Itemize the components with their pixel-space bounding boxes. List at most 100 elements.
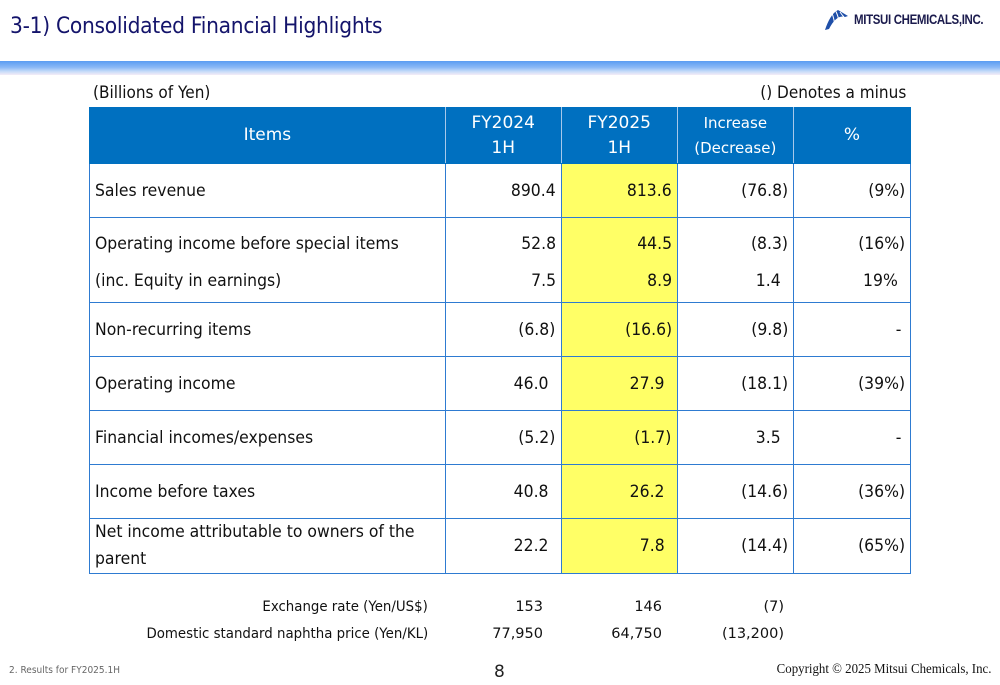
header-fy2024-period: 1H xyxy=(491,137,516,158)
row-change: (8.3) 1.4 xyxy=(676,217,794,303)
row-fy2025: 44.5 8.9 xyxy=(560,217,678,303)
value: 27.9 xyxy=(629,373,665,394)
header-items-label: Items xyxy=(243,125,292,145)
row-change: (18.1) xyxy=(676,356,794,411)
row-change: (9.8) xyxy=(676,302,794,357)
value: (16%) xyxy=(858,234,905,254)
slide-title: 3-1) Consolidated Financial Highlights xyxy=(10,14,383,39)
value: (65%) xyxy=(858,536,905,556)
row-percent: (36%) xyxy=(792,464,912,519)
assumption-fy2025: 146 xyxy=(634,599,662,615)
table-row: Operating income 46.0 27.9 (18.1) (39%) xyxy=(89,356,912,411)
value: (76.8) xyxy=(740,180,788,201)
row-fy2024: (5.2) xyxy=(444,410,562,465)
value: (9%) xyxy=(867,180,905,201)
mitsui-wave-icon xyxy=(824,10,848,30)
value: (16.6) xyxy=(624,319,672,340)
row-fy2024: 40.8 xyxy=(444,464,562,519)
row-item-label: Operating income xyxy=(95,373,236,394)
value: (14.4) xyxy=(740,536,788,556)
table-row: Sales revenue 890.4 813.6 (76.8) (9%) xyxy=(89,163,912,218)
value: (9.8) xyxy=(750,319,788,340)
header-separator xyxy=(0,61,1000,75)
table-row: Income before taxes 40.8 26.2 (14.6) (36… xyxy=(89,464,912,519)
row-item: Operating income xyxy=(89,356,446,411)
logo-text: MITSUI CHEMICALS,INC. xyxy=(853,11,984,27)
value: (5.2) xyxy=(518,427,556,448)
value: (36%) xyxy=(858,481,905,502)
row-fy2025: 7.8 xyxy=(560,518,678,574)
row-fy2025: 27.9 xyxy=(560,356,678,411)
row-percent: - xyxy=(792,410,912,465)
row-item-label: Non-recurring items xyxy=(95,319,252,340)
assumption-label: Exchange rate (Yen/US$) xyxy=(262,599,428,615)
row-item: Net income attributable to owners of the… xyxy=(89,518,446,574)
header-increase-line2: (Decrease) xyxy=(694,138,777,157)
row-fy2024: 22.2 xyxy=(444,518,562,574)
row-percent: (9%) xyxy=(792,163,912,218)
row-change: 3.5 xyxy=(676,410,794,465)
copyright-notice: Copyright © 2025 Mitsui Chemicals, Inc. xyxy=(776,662,991,677)
table-row: Financial incomes/expenses (5.2) (1.7) 3… xyxy=(89,410,912,465)
assumption-label: Domestic standard naphtha price (Yen/KL) xyxy=(146,626,428,642)
value: (8.3) xyxy=(750,234,788,254)
assumption-fy2024: 77,950 xyxy=(492,626,543,642)
table-row: Net income attributable to owners of the… xyxy=(89,518,912,574)
assumption-change: (13,200) xyxy=(721,626,784,642)
header-fy2024-year: FY2024 xyxy=(471,112,535,133)
header-fy2024: FY2024 1H xyxy=(444,107,562,164)
subvalue: 7.5 xyxy=(530,271,556,291)
value: 3.5 xyxy=(755,427,781,448)
row-subitem-label: (inc. Equity in earnings) xyxy=(95,271,282,291)
header-fy2025-period: 1H xyxy=(607,137,632,158)
value: (14.6) xyxy=(740,481,788,502)
row-item: Financial incomes/expenses xyxy=(89,410,446,465)
header-increase-line1: Increase xyxy=(703,113,768,132)
row-fy2024: (6.8) xyxy=(444,302,562,357)
subvalue: 1.4 xyxy=(755,271,781,291)
row-percent: - xyxy=(792,302,912,357)
row-change: (76.8) xyxy=(676,163,794,218)
row-item-label: Operating income before special items xyxy=(95,234,399,254)
row-fy2025: 26.2 xyxy=(560,464,678,519)
row-item: Income before taxes xyxy=(89,464,446,519)
page-number: 8 xyxy=(494,662,505,682)
row-item-label: Net income attributable to owners of the… xyxy=(95,522,415,569)
row-item: Operating income before special items (i… xyxy=(89,217,446,303)
value: (6.8) xyxy=(518,319,556,340)
header-percent: % xyxy=(792,107,912,164)
value: 26.2 xyxy=(629,481,665,502)
value: - xyxy=(895,319,902,340)
value: (39%) xyxy=(858,373,905,394)
row-percent: (39%) xyxy=(792,356,912,411)
assumption-fy2025: 64,750 xyxy=(611,626,662,642)
row-fy2025: 813.6 xyxy=(560,163,678,218)
row-percent: (16%) 19% xyxy=(792,217,912,303)
header-percent-label: % xyxy=(843,125,860,145)
value: 40.8 xyxy=(513,481,549,502)
value: - xyxy=(895,427,902,448)
company-logo: MITSUI CHEMICALS,INC. xyxy=(823,7,992,31)
table-row: Non-recurring items (6.8) (16.6) (9.8) - xyxy=(89,302,912,357)
row-item: Non-recurring items xyxy=(89,302,446,357)
row-change: (14.4) xyxy=(676,518,794,574)
value: 52.8 xyxy=(520,234,556,254)
value: 44.5 xyxy=(636,234,672,254)
value: 22.2 xyxy=(513,536,549,556)
row-fy2025: (1.7) xyxy=(560,410,678,465)
value: 813.6 xyxy=(627,180,672,201)
row-item-label: Financial incomes/expenses xyxy=(95,427,314,448)
row-item-label: Sales revenue xyxy=(95,180,206,201)
subvalue: 19% xyxy=(862,271,898,291)
value: 890.4 xyxy=(510,180,556,201)
table-header-row: Items FY2024 1H FY2025 1H Increase (Decr… xyxy=(89,107,912,164)
units-label: (Billions of Yen) xyxy=(93,83,211,103)
header-fy2025-year: FY2025 xyxy=(587,112,651,133)
assumption-change: (7) xyxy=(763,599,784,615)
header-increase: Increase (Decrease) xyxy=(676,107,794,164)
header-fy2025: FY2025 1H xyxy=(560,107,678,164)
header-items: Items xyxy=(89,107,446,164)
row-item-label: Income before taxes xyxy=(95,481,256,502)
value: (1.7) xyxy=(634,427,672,448)
table-row: Operating income before special items (i… xyxy=(89,217,912,303)
